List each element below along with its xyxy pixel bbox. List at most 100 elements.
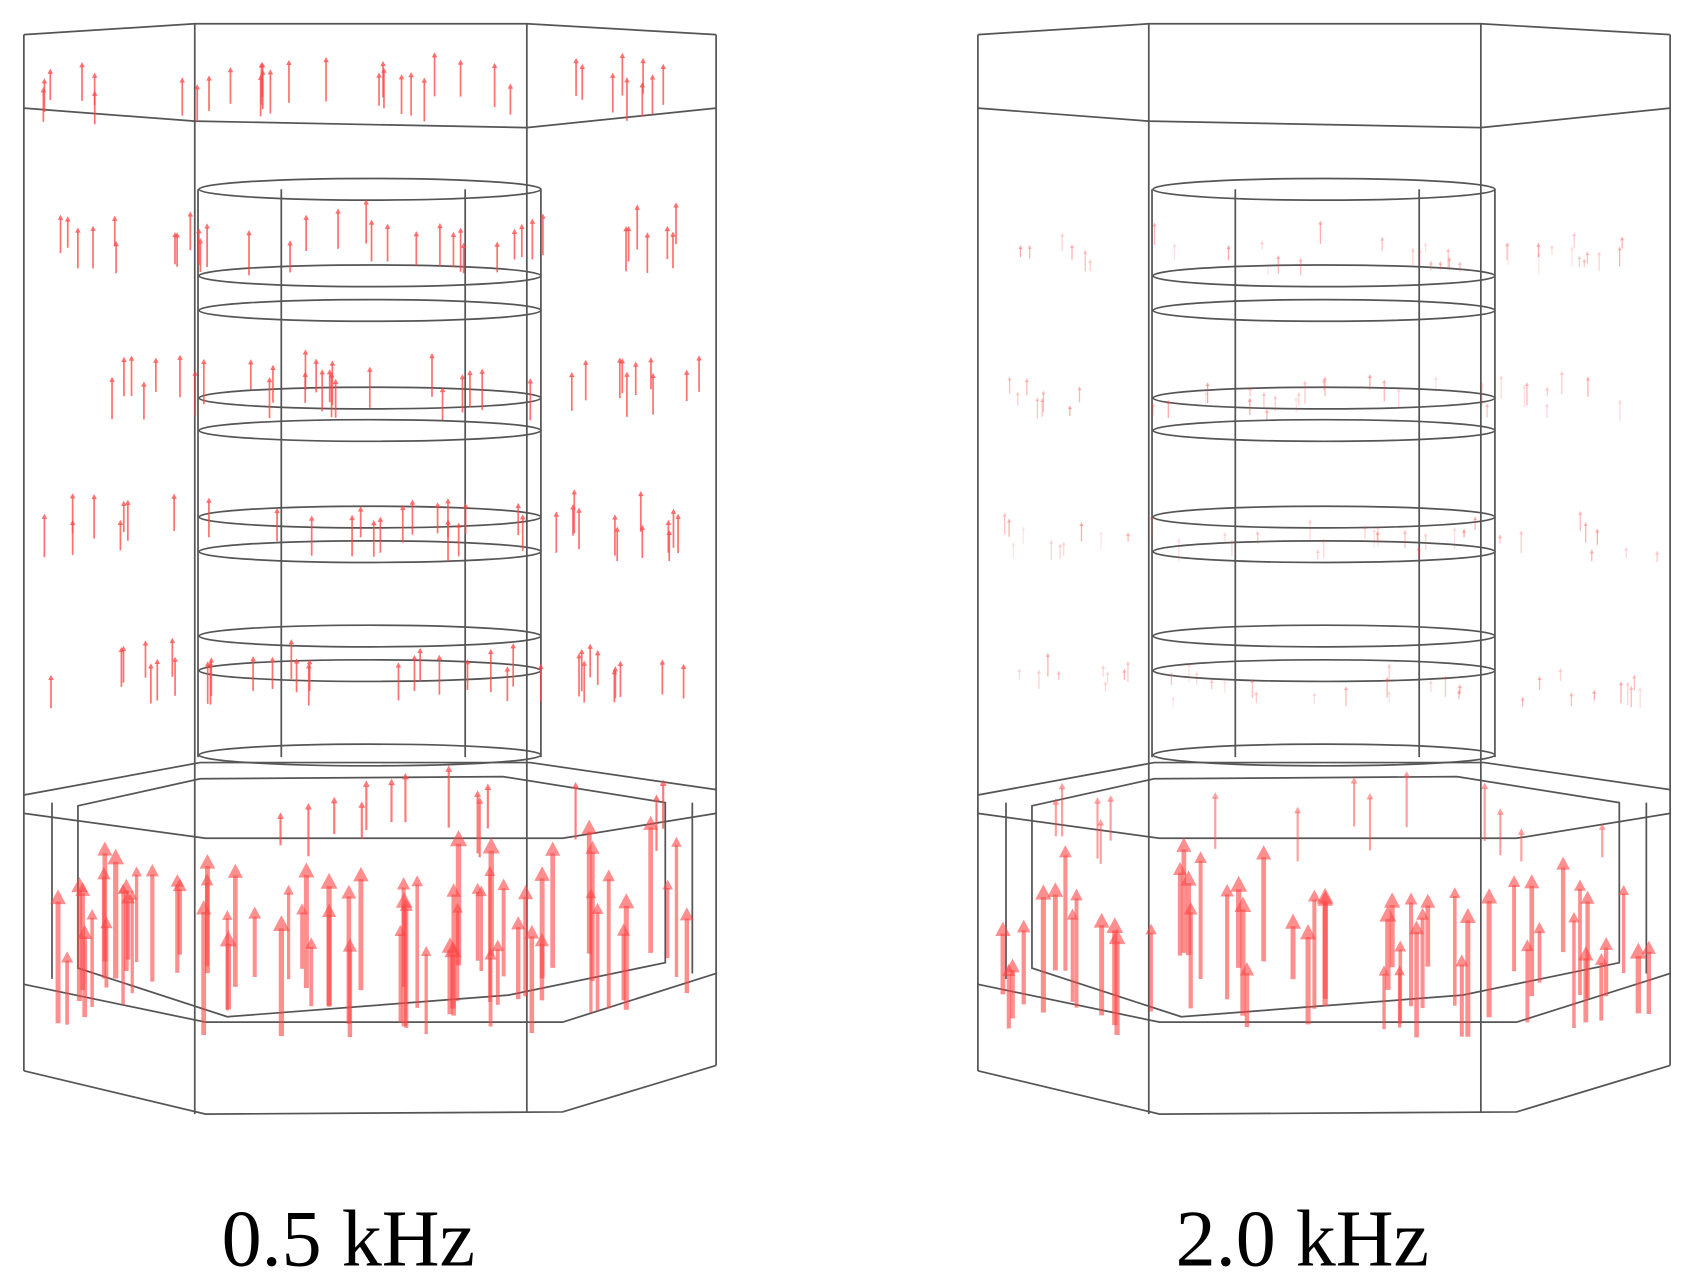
arrow-head xyxy=(581,819,597,835)
arrow-head xyxy=(1183,901,1198,915)
arrow-head xyxy=(248,906,262,919)
arrow-head xyxy=(467,369,473,376)
arrow-head xyxy=(429,353,435,359)
arrow-head xyxy=(208,657,215,663)
arrow-head xyxy=(304,803,312,810)
arrow-head xyxy=(250,656,256,662)
arrow-head xyxy=(612,514,618,520)
arrow-head xyxy=(1079,522,1084,527)
arrow-head xyxy=(1558,667,1563,672)
arrow-head xyxy=(1583,521,1588,526)
arrow-head xyxy=(1598,823,1606,830)
arrow-head xyxy=(1618,681,1624,686)
arrow-head xyxy=(153,357,159,363)
arrow-head xyxy=(1052,798,1060,805)
arrow-head xyxy=(194,84,200,90)
arrow-head xyxy=(1387,663,1392,668)
arrow-head xyxy=(571,489,578,495)
arrow-head xyxy=(696,355,702,361)
arrow-head xyxy=(624,371,630,377)
arrow-head xyxy=(1322,376,1328,381)
arrow-head xyxy=(1577,255,1582,260)
arrow-head xyxy=(283,884,294,895)
arrow-head xyxy=(332,378,339,385)
arrow-head xyxy=(683,369,690,375)
arrow-head xyxy=(578,648,585,655)
arrow-head xyxy=(995,921,1011,937)
arrow-head xyxy=(510,643,516,649)
arrow-head xyxy=(248,359,254,365)
arrow-head xyxy=(659,779,667,786)
arrow-head xyxy=(196,227,202,234)
arrow-head xyxy=(142,640,149,646)
arrow-head xyxy=(675,513,681,519)
arrow-head xyxy=(619,52,626,59)
arrow-head xyxy=(1049,539,1054,544)
arrow-head xyxy=(1125,660,1131,665)
arrow-head xyxy=(511,916,526,930)
arrow-head xyxy=(293,658,300,664)
arrow-head xyxy=(1220,883,1234,897)
arrow-head xyxy=(1077,386,1082,391)
arrow-head xyxy=(1517,828,1525,835)
arrow-head xyxy=(1101,664,1106,669)
arrow-head xyxy=(639,82,646,88)
arrow-head xyxy=(1058,845,1072,858)
wireframe-edge xyxy=(1031,775,1621,1018)
arrow-head xyxy=(413,231,420,237)
arrow-head xyxy=(1536,242,1541,247)
arrow-head xyxy=(204,223,210,229)
arrow-head xyxy=(1655,550,1660,555)
arrow-head xyxy=(1058,782,1066,790)
arrow-head xyxy=(177,354,183,360)
arrow-head xyxy=(553,511,560,517)
arrow-head xyxy=(227,863,243,878)
arrow-head xyxy=(1618,884,1630,896)
arrow-head xyxy=(179,77,186,83)
arrow-head xyxy=(1522,384,1527,389)
arrow-head xyxy=(1480,888,1498,904)
arrow-head xyxy=(638,490,644,497)
arrow-head xyxy=(1097,818,1105,826)
arrow-head xyxy=(376,72,382,78)
arrow-head xyxy=(377,516,384,522)
arrow-head xyxy=(48,674,54,681)
arrow-head xyxy=(420,946,432,956)
arrow-head xyxy=(1318,220,1323,225)
arrow-head xyxy=(1350,777,1358,784)
arrow-head xyxy=(1255,530,1260,535)
arrow-head xyxy=(1372,528,1377,533)
arrow-head xyxy=(437,222,443,229)
arrow-head xyxy=(61,951,74,963)
arrow-head xyxy=(1036,669,1041,674)
arrow-head xyxy=(1021,526,1026,531)
arrow-head xyxy=(121,500,127,506)
arrow-head xyxy=(362,780,370,787)
arrow-head xyxy=(1638,687,1643,691)
coil-turn xyxy=(1152,386,1496,410)
arrow-head xyxy=(169,637,176,643)
arrow-head xyxy=(128,355,135,361)
arrow-head xyxy=(1194,671,1199,676)
wireframe-edge xyxy=(23,972,717,1024)
arrow-head xyxy=(1173,861,1188,875)
arrow-head xyxy=(660,63,667,69)
arrow-head xyxy=(1254,691,1259,696)
arrow-head xyxy=(1211,792,1219,799)
arrow-head xyxy=(1260,240,1265,245)
arrow-head xyxy=(1024,378,1029,383)
arrow-head xyxy=(436,654,443,660)
wireframe-edge xyxy=(977,812,1671,840)
arrow-head xyxy=(1226,245,1231,250)
arrow-head xyxy=(270,364,276,370)
arrow-head xyxy=(444,941,462,958)
arrow-head xyxy=(1443,675,1448,680)
arrow-head xyxy=(258,62,265,68)
arrow-head xyxy=(1172,242,1177,247)
arrow-head xyxy=(50,889,66,905)
arrow-head xyxy=(91,72,98,78)
arrow-head xyxy=(1578,510,1583,515)
arrow-head xyxy=(1266,262,1271,267)
